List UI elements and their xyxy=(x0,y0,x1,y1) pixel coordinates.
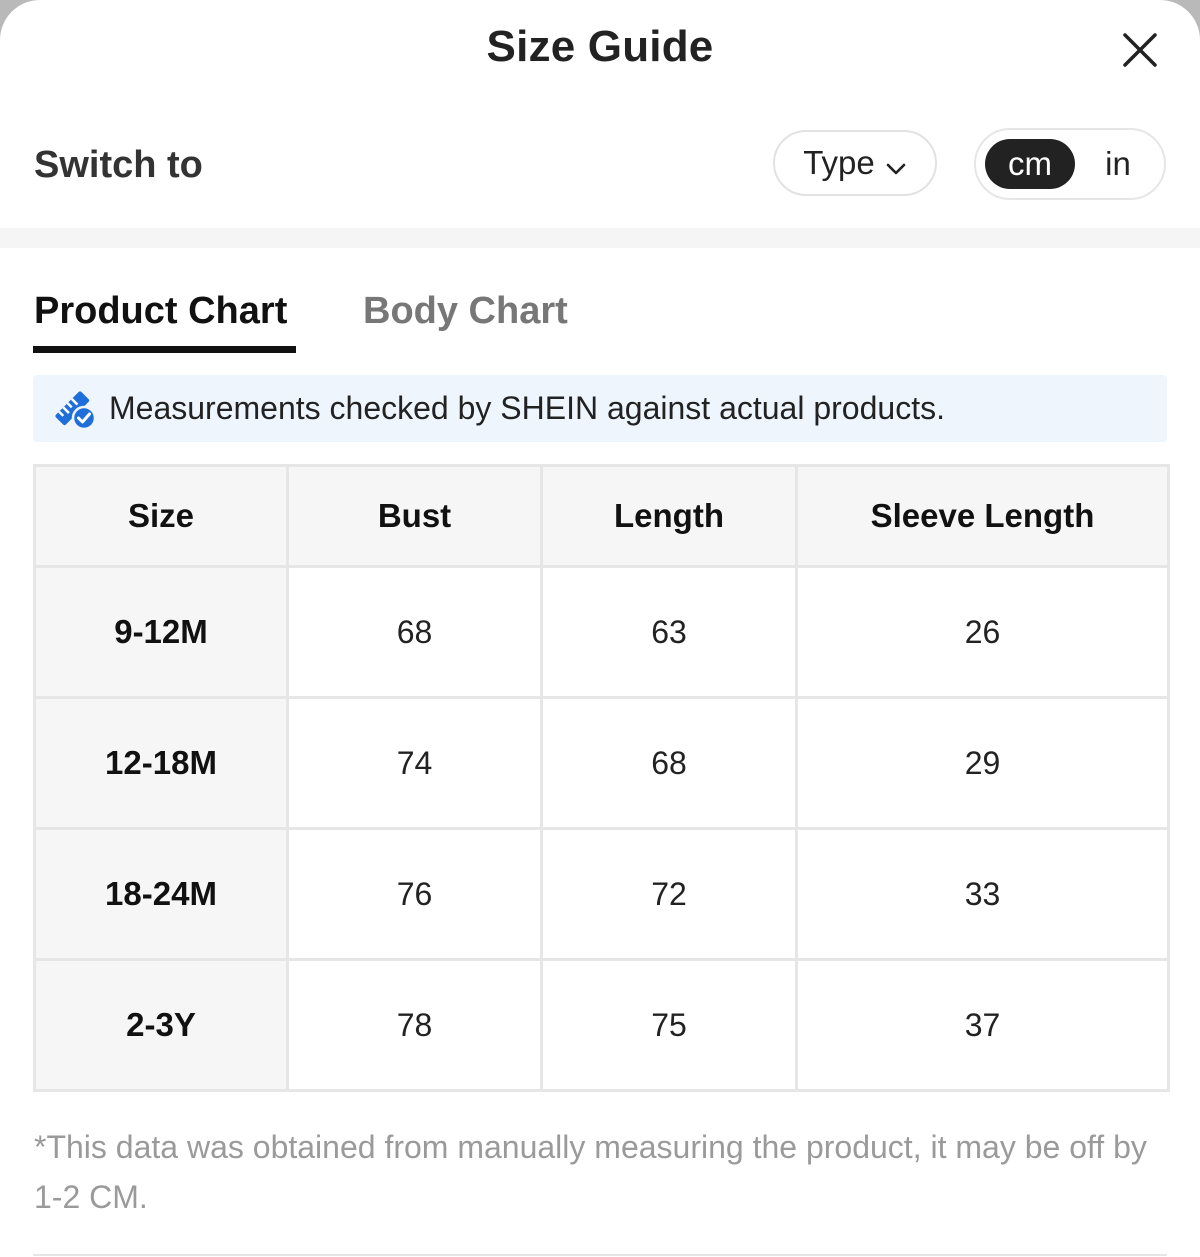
unit-option-cm[interactable]: cm xyxy=(985,139,1075,189)
table-row: 12-18M 74 68 29 xyxy=(33,696,1170,830)
measurement-footnote: *This data was obtained from manually me… xyxy=(34,1129,1147,1215)
size-table: Size Bust Length Sleeve Length 9-12M 68 … xyxy=(33,464,1170,1092)
unit-toggle: cm in xyxy=(974,128,1166,200)
column-header-length: Length xyxy=(540,464,798,568)
ruler-verified-icon xyxy=(55,390,97,430)
active-tab-indicator xyxy=(33,346,296,353)
length-cell: 68 xyxy=(540,696,798,830)
bust-cell: 76 xyxy=(286,827,543,961)
measurement-notice: Measurements checked by SHEIN against ac… xyxy=(33,375,1167,442)
sleeve-length-cell: 33 xyxy=(795,827,1170,961)
bust-cell: 78 xyxy=(286,958,543,1092)
length-cell: 75 xyxy=(540,958,798,1092)
length-cell: 63 xyxy=(540,565,798,699)
chart-tabs: Product Chart Body Chart xyxy=(0,280,1200,360)
switch-to-label: Switch to xyxy=(34,144,203,186)
column-header-size: Size xyxy=(33,464,289,568)
tab-product-chart[interactable]: Product Chart xyxy=(34,290,288,332)
section-divider xyxy=(0,228,1200,248)
length-cell: 72 xyxy=(540,827,798,961)
table-header-row: Size Bust Length Sleeve Length xyxy=(33,464,1170,568)
unit-switch-row: Switch to Type cm in xyxy=(0,120,1200,220)
size-cell: 2-3Y xyxy=(33,958,289,1092)
column-header-bust: Bust xyxy=(286,464,543,568)
table-row: 2-3Y 78 75 37 xyxy=(33,958,1170,1092)
sleeve-length-cell: 29 xyxy=(795,696,1170,830)
bust-cell: 74 xyxy=(286,696,543,830)
bust-cell: 68 xyxy=(286,565,543,699)
tab-body-chart[interactable]: Body Chart xyxy=(363,290,568,332)
column-header-sleeve-length: Sleeve Length xyxy=(795,464,1170,568)
sleeve-length-cell: 26 xyxy=(795,565,1170,699)
table-row: 9-12M 68 63 26 xyxy=(33,565,1170,699)
table-row: 18-24M 76 72 33 xyxy=(33,827,1170,961)
type-dropdown-label: Type xyxy=(803,144,875,181)
unit-option-in[interactable]: in xyxy=(1105,145,1131,182)
bottom-divider xyxy=(33,1254,1167,1256)
size-cell: 9-12M xyxy=(33,565,289,699)
sleeve-length-cell: 37 xyxy=(795,958,1170,1092)
chevron-down-icon xyxy=(885,146,907,184)
close-icon xyxy=(1123,33,1157,67)
size-cell: 18-24M xyxy=(33,827,289,961)
sheet-header: Size Guide xyxy=(0,0,1200,100)
notice-text: Measurements checked by SHEIN against ac… xyxy=(109,390,945,426)
close-button[interactable] xyxy=(1120,30,1160,70)
type-dropdown-button[interactable]: Type xyxy=(773,130,937,196)
size-cell: 12-18M xyxy=(33,696,289,830)
page-title: Size Guide xyxy=(486,22,714,71)
